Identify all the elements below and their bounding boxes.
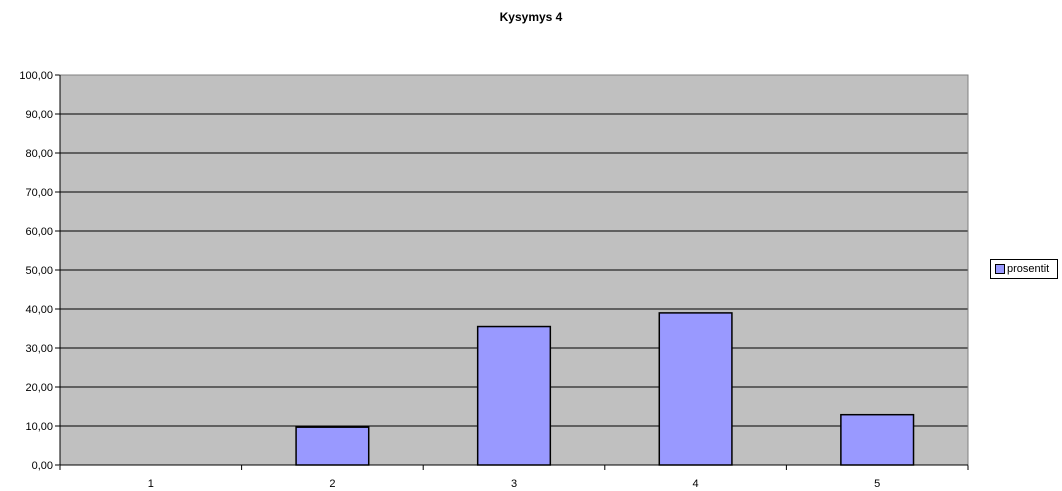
y-tick-label: 40,00 <box>25 304 53 316</box>
y-tick-label: 10,00 <box>25 421 53 433</box>
bar-4 <box>658 312 733 466</box>
legend-swatch <box>995 264 1005 274</box>
legend: prosentit <box>990 259 1058 279</box>
y-tick-label: 20,00 <box>25 382 53 394</box>
x-tick-label: 5 <box>874 478 880 490</box>
x-tick-label: 4 <box>693 478 699 490</box>
y-tick-label: 30,00 <box>25 343 53 355</box>
x-tick-label: 1 <box>148 478 154 490</box>
y-tick-label: 0,00 <box>32 460 53 472</box>
bars <box>295 312 915 466</box>
legend-label: prosentit <box>1007 263 1050 275</box>
x-axis-labels: 1 2 3 4 5 <box>148 478 881 490</box>
y-tick-label: 50,00 <box>25 265 53 277</box>
y-tick-label: 90,00 <box>25 109 53 121</box>
y-tick-label: 60,00 <box>25 226 53 238</box>
x-tick-label: 3 <box>511 478 517 490</box>
chart-title: Kysymys 4 <box>499 10 563 24</box>
axes <box>55 74 969 470</box>
bar-2 <box>295 426 370 466</box>
x-tick-label: 2 <box>329 478 335 490</box>
y-axis-labels: 0,00 10,00 20,00 30,00 40,00 50,00 60,00 70,00 8… <box>19 70 53 472</box>
y-tick-label: 80,00 <box>25 148 53 160</box>
y-tick-label: 100,00 <box>19 70 53 82</box>
bar-3 <box>476 325 552 466</box>
y-tick-label: 70,00 <box>25 187 53 199</box>
bar-5 <box>840 413 915 466</box>
